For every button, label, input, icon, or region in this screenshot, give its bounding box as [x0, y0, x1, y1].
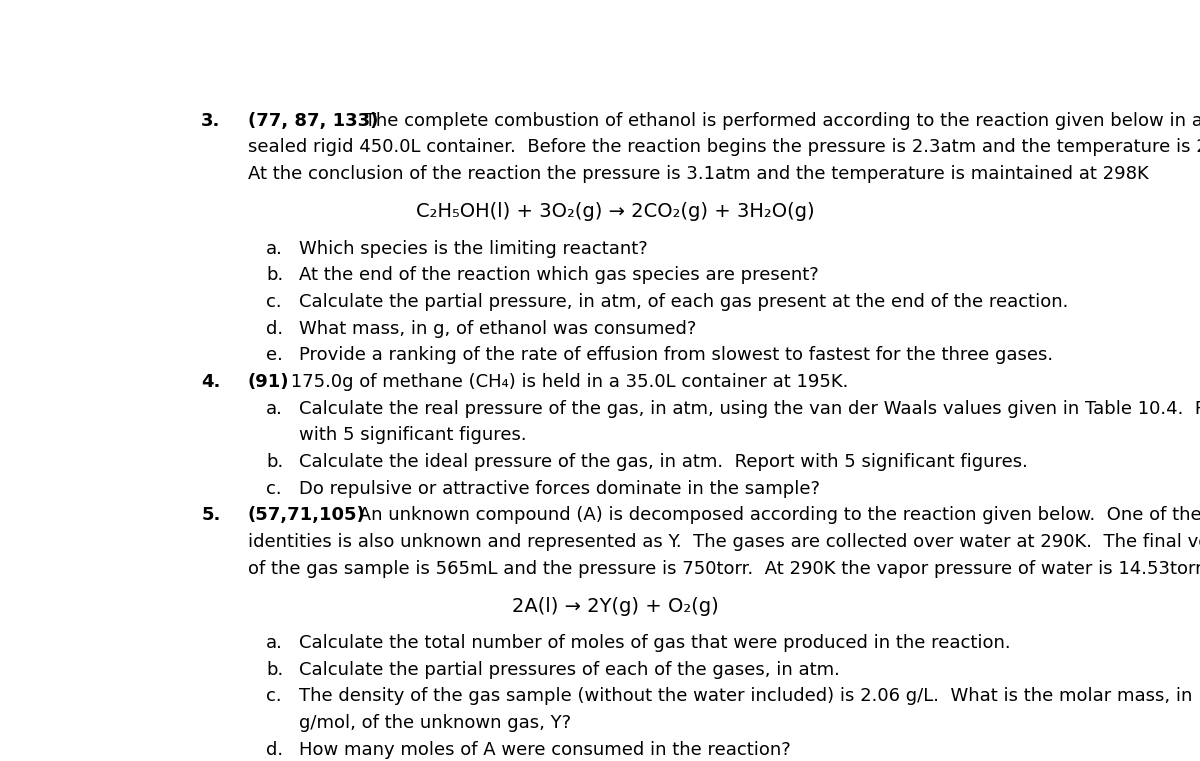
Text: 4.: 4.: [202, 373, 221, 391]
Text: What mass, in g, of ethanol was consumed?: What mass, in g, of ethanol was consumed…: [299, 320, 696, 338]
Text: 3.: 3.: [202, 112, 221, 130]
Text: C₂H₅OH(l) + 3O₂(g) → 2CO₂(g) + 3H₂O(g): C₂H₅OH(l) + 3O₂(g) → 2CO₂(g) + 3H₂O(g): [415, 202, 815, 221]
Text: Do repulsive or attractive forces dominate in the sample?: Do repulsive or attractive forces domina…: [299, 479, 820, 498]
Text: sealed rigid 450.0L container.  Before the reaction begins the pressure is 2.3at: sealed rigid 450.0L container. Before th…: [247, 139, 1200, 157]
Text: How many moles of A were consumed in the reaction?: How many moles of A were consumed in the…: [299, 740, 791, 759]
Text: Calculate the total number of moles of gas that were produced in the reaction.: Calculate the total number of moles of g…: [299, 634, 1010, 652]
Text: e.: e.: [266, 346, 283, 365]
Text: of the gas sample is 565mL and the pressure is 750torr.  At 290K the vapor press: of the gas sample is 565mL and the press…: [247, 559, 1200, 578]
Text: At the end of the reaction which gas species are present?: At the end of the reaction which gas spe…: [299, 266, 818, 284]
Text: The complete combustion of ethanol is performed according to the reaction given : The complete combustion of ethanol is pe…: [359, 112, 1200, 130]
Text: b.: b.: [266, 661, 283, 679]
Text: c.: c.: [266, 479, 282, 498]
Text: Calculate the partial pressures of each of the gases, in atm.: Calculate the partial pressures of each …: [299, 661, 840, 679]
Text: (91): (91): [247, 373, 289, 391]
Text: b.: b.: [266, 266, 283, 284]
Text: At the conclusion of the reaction the pressure is 3.1atm and the temperature is : At the conclusion of the reaction the pr…: [247, 165, 1148, 183]
Text: g/mol, of the unknown gas, Y?: g/mol, of the unknown gas, Y?: [299, 714, 571, 732]
Text: a.: a.: [266, 240, 283, 257]
Text: 2A(l) → 2Y(g) + O₂(g): 2A(l) → 2Y(g) + O₂(g): [511, 597, 719, 616]
Text: Calculate the ideal pressure of the gas, in atm.  Report with 5 significant figu: Calculate the ideal pressure of the gas,…: [299, 453, 1027, 471]
Text: Calculate the real pressure of the gas, in atm, using the van der Waals values g: Calculate the real pressure of the gas, …: [299, 400, 1200, 418]
Text: (77, 87, 133): (77, 87, 133): [247, 112, 378, 130]
Text: identities is also unknown and represented as Y.  The gases are collected over w: identities is also unknown and represent…: [247, 533, 1200, 551]
Text: 175.0g of methane (CH₄) is held in a 35.0L container at 195K.: 175.0g of methane (CH₄) is held in a 35.…: [284, 373, 848, 391]
Text: a.: a.: [266, 400, 283, 418]
Text: Calculate the partial pressure, in atm, of each gas present at the end of the re: Calculate the partial pressure, in atm, …: [299, 293, 1068, 311]
Text: An unknown compound (A) is decomposed according to the reaction given below.  On: An unknown compound (A) is decomposed ac…: [353, 506, 1200, 524]
Text: Provide a ranking of the rate of effusion from slowest to fastest for the three : Provide a ranking of the rate of effusio…: [299, 346, 1052, 365]
Text: Which species is the limiting reactant?: Which species is the limiting reactant?: [299, 240, 648, 257]
Text: c.: c.: [266, 687, 282, 705]
Text: b.: b.: [266, 453, 283, 471]
Text: d.: d.: [266, 320, 283, 338]
Text: d.: d.: [266, 740, 283, 759]
Text: c.: c.: [266, 293, 282, 311]
Text: The density of the gas sample (without the water included) is 2.06 g/L.  What is: The density of the gas sample (without t…: [299, 687, 1192, 705]
Text: a.: a.: [266, 634, 283, 652]
Text: 5.: 5.: [202, 506, 221, 524]
Text: (57,71,105): (57,71,105): [247, 506, 365, 524]
Text: with 5 significant figures.: with 5 significant figures.: [299, 426, 527, 444]
